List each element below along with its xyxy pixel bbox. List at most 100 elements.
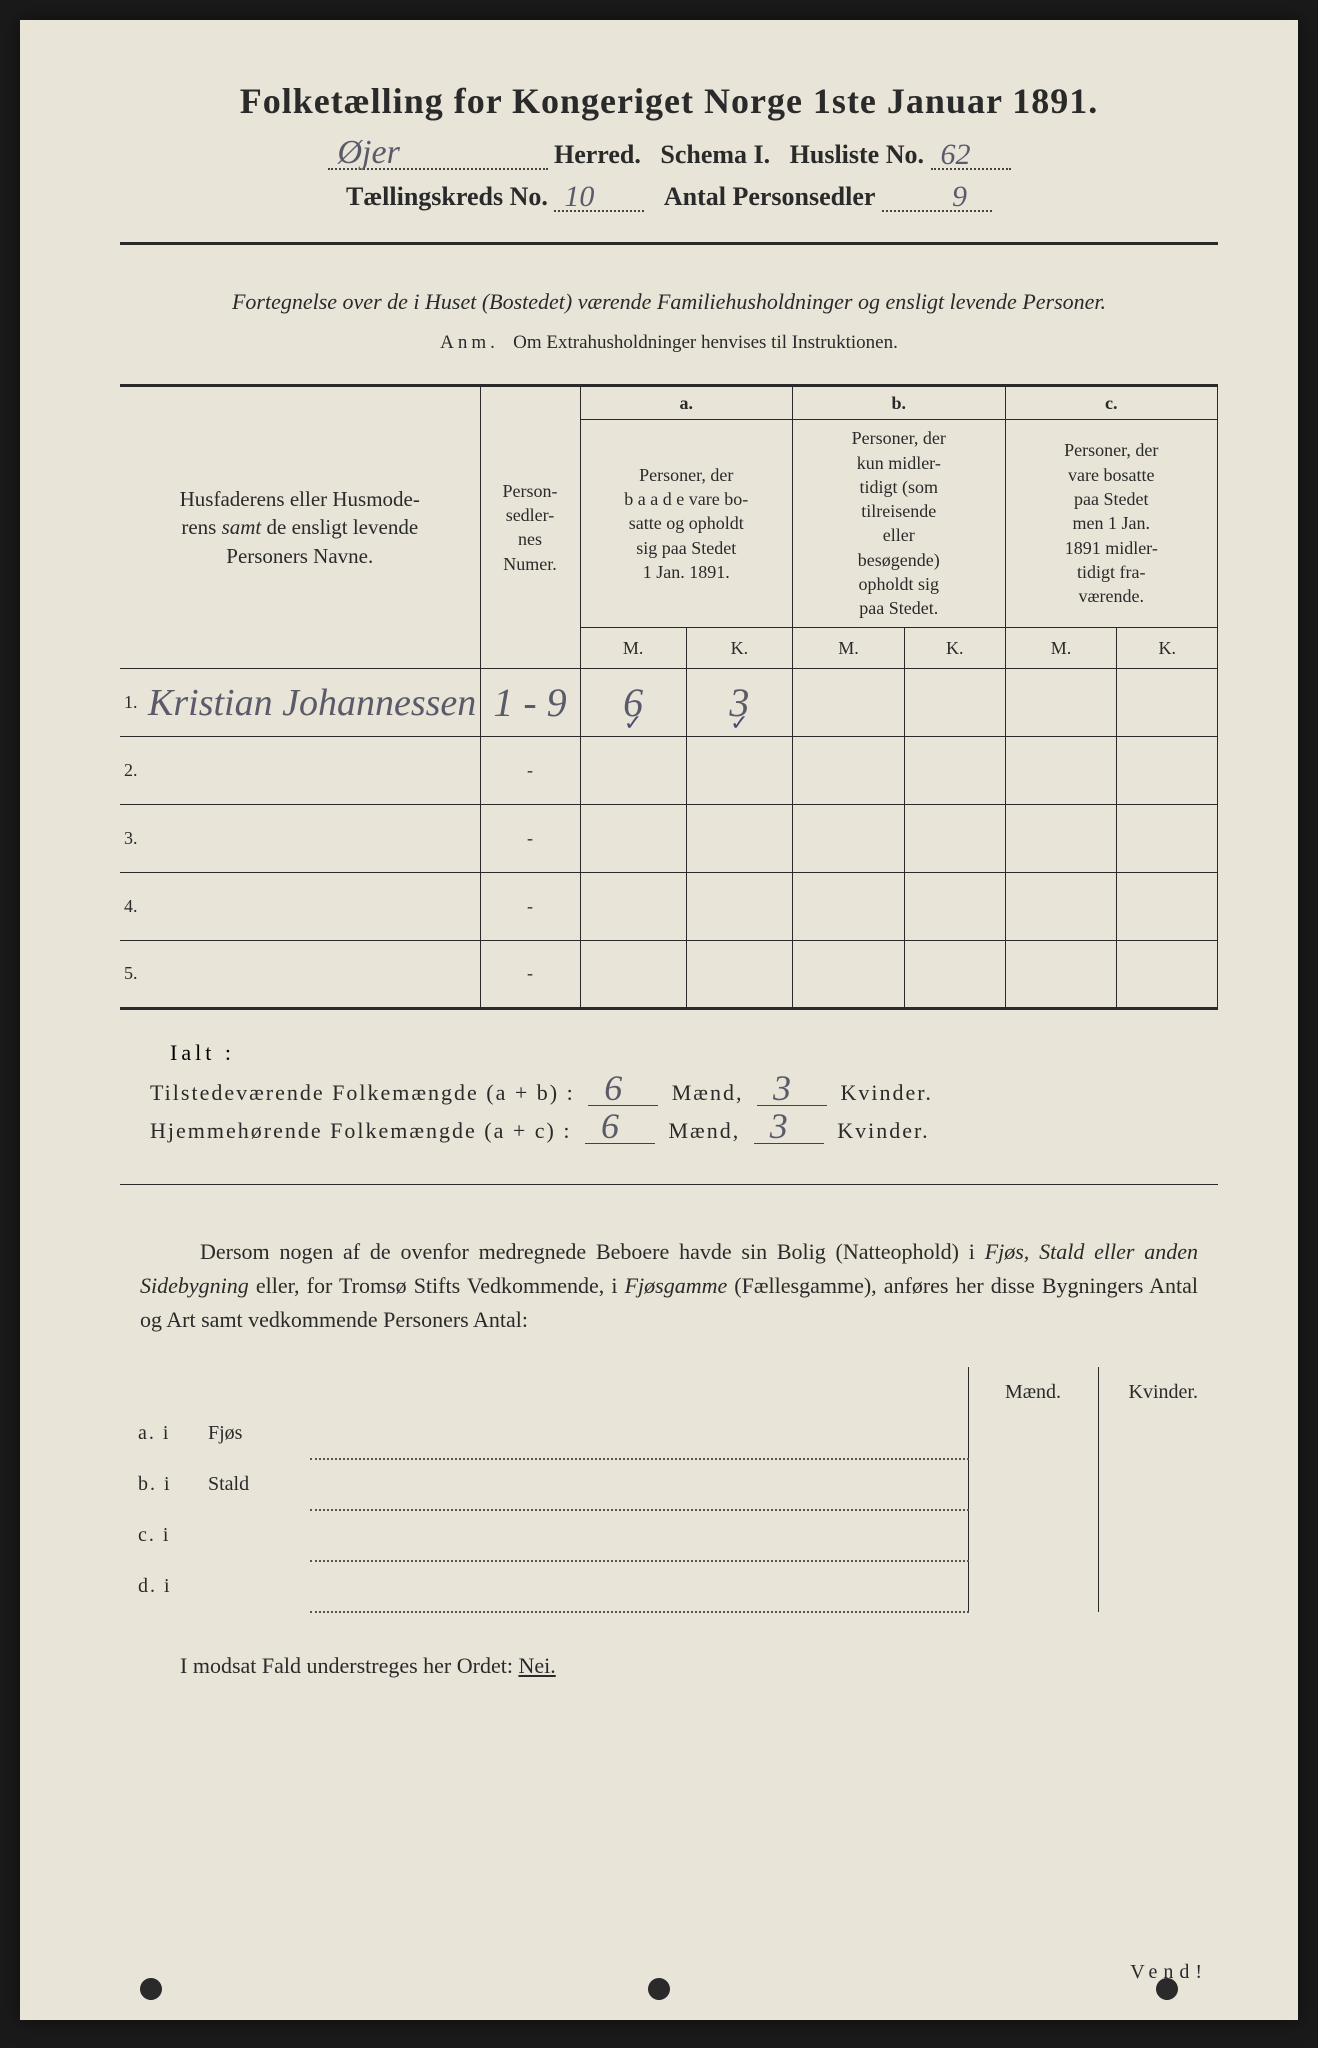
kvinder-label: Kvinder. (840, 1080, 932, 1105)
col-a-text: Personer, derb a a d e vare bo-satte og … (580, 420, 793, 627)
name-cell: 3. (120, 804, 480, 872)
b-m-cell (793, 940, 905, 1008)
b-k-cell (904, 872, 1005, 940)
c-m-cell (1005, 940, 1117, 1008)
sub-label: a. i (130, 1408, 200, 1459)
sub-dots (310, 1408, 968, 1459)
anm-label: Anm. (440, 332, 499, 353)
annotation-line: Anm. Om Extrahusholdninger henvises til … (120, 332, 1218, 354)
summary-line-2: Hjemmehørende Folkemængde (a + c) : 6 Mæ… (150, 1118, 1218, 1144)
col-c-k: K. (1117, 627, 1218, 668)
sub-k-cell (1098, 1408, 1228, 1459)
maend-label: Mænd, (672, 1080, 744, 1105)
col-c-m: M. (1005, 627, 1117, 668)
a-m-cell (580, 804, 686, 872)
sub-k-cell (1098, 1459, 1228, 1510)
personsedler-label: Antal Personsedler (664, 182, 876, 211)
subtable-row: a. iFjøs (130, 1408, 1228, 1459)
para-p2: eller, for Tromsø Stifts Vedkommende, i (249, 1273, 625, 1298)
b-k-cell (904, 804, 1005, 872)
row-number: 2. (124, 760, 144, 781)
sub-m-cell (968, 1561, 1098, 1612)
table-row: 3.- (120, 804, 1218, 872)
sub-label: c. i (130, 1510, 200, 1561)
divider-2 (120, 1184, 1218, 1185)
name-cell: 5. (120, 940, 480, 1008)
c-k-cell (1117, 940, 1218, 1008)
herred-label: Herred. (554, 140, 641, 169)
col-b-k: K. (904, 627, 1005, 668)
summary2-label: Hjemmehørende Folkemængde (a + c) : (150, 1118, 571, 1143)
form-subtitle: Fortegnelse over de i Huset (Bostedet) v… (120, 285, 1218, 318)
sub-type: Fjøs (200, 1408, 310, 1459)
col-name: Husfaderens eller Husmode-rens samt de e… (120, 386, 480, 669)
kreds-value: 10 (564, 180, 594, 214)
maend-label-2: Mænd, (668, 1118, 740, 1143)
bottom-line: I modsat Fald understreges her Ordet: Ne… (180, 1653, 1218, 1679)
para-em2: Fjøsgamme (625, 1273, 728, 1298)
table-row: 2. - (120, 736, 1218, 804)
c-k-cell (1117, 736, 1218, 804)
name-cell: 4. (120, 872, 480, 940)
building-subtable: Mænd. Kvinder. a. iFjøsb. iStaldc. id. i (130, 1367, 1228, 1613)
check-icon: ✓ (730, 710, 748, 736)
summary1-k: 3 (773, 1067, 793, 1109)
col-a-k: K. (686, 627, 792, 668)
personsedler-value: 9 (952, 180, 967, 214)
summary1-label: Tilstedeværende Folkemængde (a + b) : (150, 1080, 575, 1105)
c-m-cell (1005, 872, 1117, 940)
household-table: Husfaderens eller Husmode-rens samt de e… (120, 384, 1218, 1010)
c-m-cell (1005, 736, 1117, 804)
sub-dots (310, 1510, 968, 1561)
sub-type (200, 1510, 310, 1561)
table-row: 1.Kristian Johannessen1 - 96✓3✓ (120, 668, 1218, 736)
bottom-nei: Nei. (518, 1653, 555, 1678)
b-m-cell (793, 736, 905, 804)
b-m-cell (793, 804, 905, 872)
sub-k-cell (1098, 1561, 1228, 1612)
summary2-m-field: 6 (585, 1118, 655, 1144)
col-b-text: Personer, derkun midler-tidigt (somtilre… (793, 420, 1006, 627)
subtable-row: c. i (130, 1510, 1228, 1561)
header-line-1: Øjer Herred. Schema I. Husliste No. 62 (120, 140, 1218, 170)
c-m-cell (1005, 804, 1117, 872)
sub-label: d. i (130, 1561, 200, 1612)
personsedler-field: 9 (882, 184, 992, 212)
bottom-pre: I modsat Fald understreges her Ordet: (180, 1653, 518, 1678)
sub-m-cell (968, 1510, 1098, 1561)
kvinder-label-2: Kvinder. (837, 1118, 929, 1143)
table-row: 5.- (120, 940, 1218, 1008)
sub-maend-header: Mænd. (968, 1367, 1098, 1408)
name-value: Kristian Johannessen (148, 681, 476, 725)
ialt-label: Ialt : (170, 1040, 1218, 1066)
summary2-m: 6 (601, 1105, 621, 1147)
b-k-cell (904, 940, 1005, 1008)
summary1-m-field: 6 (588, 1080, 658, 1106)
census-form-page: Folketælling for Kongeriget Norge 1ste J… (20, 20, 1298, 2020)
summary1-k-field: 3 (757, 1080, 827, 1106)
a-m-cell (580, 940, 686, 1008)
table-row: 4.- (120, 872, 1218, 940)
sub-m-cell (968, 1408, 1098, 1459)
para-p1: Dersom nogen af de ovenfor medregnede Be… (200, 1239, 985, 1264)
col-a-letter: a. (580, 386, 793, 420)
instructions-paragraph: Dersom nogen af de ovenfor medregnede Be… (140, 1235, 1198, 1337)
row-number: 1. (124, 692, 144, 713)
col-c-text: Personer, dervare bosattepaa Stedetmen 1… (1005, 420, 1218, 627)
name-cell: 1.Kristian Johannessen (120, 668, 480, 736)
subtable-row: d. i (130, 1561, 1228, 1612)
kreds-field: 10 (554, 184, 644, 212)
sub-dots (310, 1561, 968, 1612)
check-icon: ✓ (624, 710, 642, 736)
divider (120, 242, 1218, 245)
c-k-cell (1117, 668, 1218, 736)
b-k-cell (904, 668, 1005, 736)
col-c-letter: c. (1005, 386, 1218, 420)
row-number: 4. (124, 896, 144, 917)
schema-label: Schema I. (660, 140, 770, 169)
numer-cell: - (480, 736, 580, 804)
header-line-2: Tællingskreds No. 10 Antal Personsedler … (120, 182, 1218, 212)
sub-k-cell (1098, 1510, 1228, 1561)
husliste-label: Husliste No. (790, 140, 924, 169)
a-k-cell (686, 736, 792, 804)
